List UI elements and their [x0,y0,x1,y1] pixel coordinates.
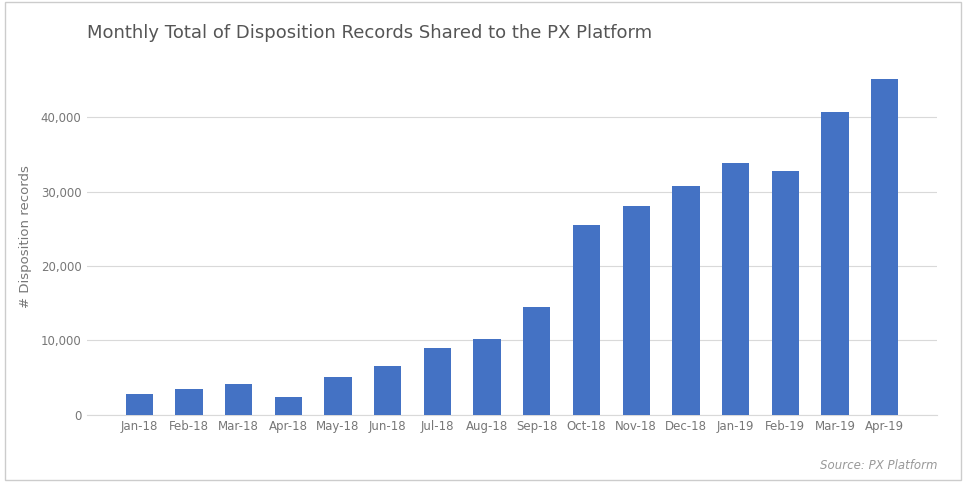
Bar [374,366,402,415]
Text: Source: PX Platform: Source: PX Platform [819,459,937,472]
Bar [524,307,551,415]
Bar [672,187,699,415]
Bar [573,225,600,415]
Bar [274,398,302,415]
Bar [821,112,849,415]
Bar [871,79,898,415]
Y-axis label: # Disposition records: # Disposition records [19,165,32,308]
Bar [225,384,252,415]
Bar [772,171,799,415]
Bar [622,206,650,415]
Bar [126,394,153,415]
Text: Monthly Total of Disposition Records Shared to the PX Platform: Monthly Total of Disposition Records Sha… [87,25,652,42]
Bar [424,348,451,415]
Bar [175,389,203,415]
Bar [473,339,500,415]
Bar [722,163,750,415]
Bar [325,377,352,415]
